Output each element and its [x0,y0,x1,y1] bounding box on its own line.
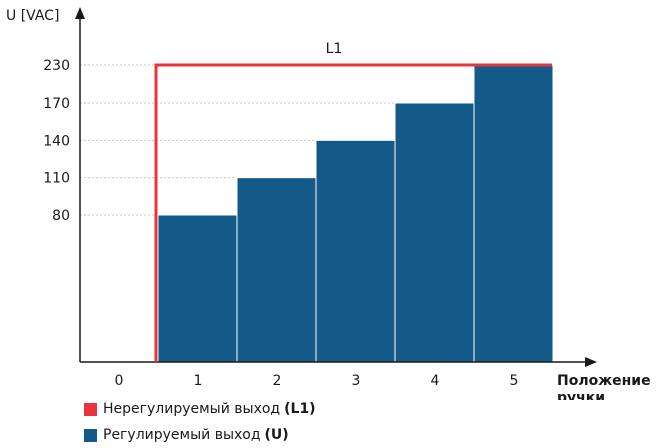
legend-swatch-red [84,402,97,416]
x-tick-label: 4 [431,373,440,389]
y-tick-label: 110 [43,171,70,187]
x-axis-label-line1: Положение [557,373,651,389]
x-tick-label: 1 [194,373,203,389]
l1-line [154,63,552,362]
y-tick-label: 230 [43,58,70,74]
x-tick-label: 2 [273,373,282,389]
y-tick-label: 170 [43,96,70,112]
bar-1 [157,214,238,363]
legend-text-regulated: Регулируемый выход [103,427,261,443]
axes [75,7,597,367]
legend-item-regulated: Регулируемый выход (U) [84,427,289,443]
axis-labels: U [VAC] Положение ручки [6,8,651,400]
bar-5 [473,64,554,363]
y-tick-labels: 80 110 140 170 230 [43,58,70,224]
x-tick-labels: 0 1 2 3 4 5 [115,373,519,389]
y-axis-arrow [75,7,85,19]
x-axis-arrow [585,357,597,367]
unregulated-output-line [154,63,552,362]
bar-4 [394,102,475,363]
legend-bold-unregulated: (L1) [284,401,316,417]
legend-bold-regulated: (U) [264,427,289,443]
y-axis-label: U [VAC] [6,8,59,24]
legend-swatch-blue [84,428,97,442]
bar-series [157,64,554,363]
legend-text-unregulated: Нерегулируемый выход [103,401,281,417]
y-tick-label: 140 [43,133,70,149]
y-tick-label: 80 [52,208,70,224]
x-axis-label-line2: ручки [557,390,605,400]
x-tick-label: 0 [115,373,124,389]
legend-item-unregulated: Нерегулируемый выход (L1) [84,401,316,417]
x-tick-label: 3 [352,373,361,389]
x-tick-label: 5 [510,373,519,389]
bar-3 [315,139,396,363]
bar-2 [236,177,317,363]
l1-line-label: L1 [326,41,343,57]
